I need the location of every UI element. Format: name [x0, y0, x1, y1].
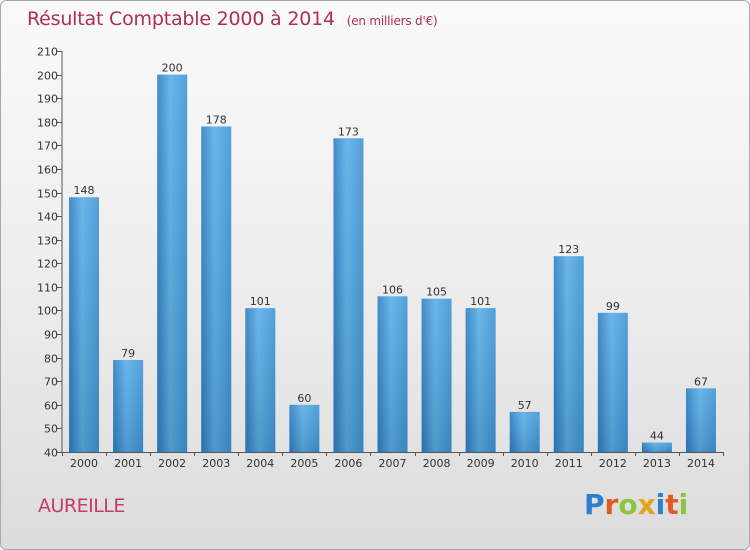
bar-shade-2009 [465, 308, 496, 452]
y-tick-label: 150 [37, 188, 58, 201]
value-label-2009: 101 [470, 295, 491, 308]
chart-unit-note: (en milliers d'€) [346, 14, 438, 28]
logo-letter: x [637, 488, 656, 521]
x-tick-label-2000: 2000 [70, 457, 98, 470]
y-tick-label: 210 [37, 46, 58, 59]
y-tick-label: 100 [37, 305, 58, 318]
bar-shade-2013 [641, 442, 672, 452]
value-label-2013: 44 [650, 430, 664, 443]
bar-shade-2004 [245, 308, 276, 452]
y-tick-label: 190 [37, 93, 58, 106]
bar-shade-2006 [333, 138, 364, 452]
y-tick-label: 200 [37, 70, 58, 83]
value-label-2011: 123 [558, 243, 579, 256]
logo-letter: o [618, 488, 638, 521]
logo-letter: r [604, 488, 619, 521]
logo-letter: i [655, 488, 666, 521]
bar-shade-2005 [289, 404, 320, 452]
x-tick-label-2011: 2011 [555, 457, 583, 470]
value-label-2000: 148 [74, 184, 95, 197]
y-tick-label: 120 [37, 258, 58, 271]
bar-shade-2010 [509, 411, 540, 452]
value-label-2001: 79 [121, 347, 135, 360]
bar-shade-2002 [157, 74, 188, 453]
value-label-2010: 57 [518, 399, 532, 412]
x-tick-label-2003: 2003 [202, 457, 230, 470]
value-label-2014: 67 [694, 375, 708, 388]
x-tick-label-2005: 2005 [290, 457, 318, 470]
value-label-2003: 178 [206, 113, 227, 126]
value-label-2008: 105 [426, 286, 447, 299]
value-label-2005: 60 [297, 392, 311, 405]
logo-letter: i [678, 488, 689, 521]
y-tick-label: 130 [37, 235, 58, 248]
y-tick-label: 80 [44, 353, 58, 366]
chart-title-text: Résultat Comptable 2000 à 2014 [27, 8, 335, 30]
x-tick-label-2006: 2006 [334, 457, 362, 470]
value-label-2002: 200 [162, 62, 183, 75]
x-tick-label-2008: 2008 [423, 457, 451, 470]
y-tick-label: 50 [44, 423, 58, 436]
x-tick-label-2002: 2002 [158, 457, 186, 470]
x-tick-label-2009: 2009 [467, 457, 495, 470]
value-label-2007: 106 [382, 283, 403, 296]
y-tick-label: 180 [37, 117, 58, 130]
bar-shade-2003 [201, 126, 232, 452]
bar-shade-2011 [553, 256, 584, 452]
chart-title: Résultat Comptable 2000 à 2014 (en milli… [27, 8, 438, 30]
logo-letter: t [665, 488, 679, 521]
value-label-2006: 173 [338, 125, 359, 138]
y-tick-label: 90 [44, 329, 58, 342]
bar-shade-2008 [421, 298, 452, 452]
y-tick-label: 60 [44, 400, 58, 413]
proxiti-logo[interactable]: Proxiti [584, 488, 688, 521]
bar-shade-2012 [597, 312, 628, 452]
bar-shade-2001 [113, 360, 144, 452]
x-tick-label-2004: 2004 [246, 457, 274, 470]
value-label-2012: 99 [606, 300, 620, 313]
bar-shade-2007 [377, 296, 408, 452]
y-tick-label: 40 [44, 447, 58, 460]
y-tick-label: 140 [37, 211, 58, 224]
location-name: AUREILLE [38, 495, 125, 517]
bar-shade-2014 [685, 388, 716, 452]
x-tick-label-2013: 2013 [643, 457, 671, 470]
x-tick-label-2007: 2007 [379, 457, 407, 470]
x-tick-label-2014: 2014 [687, 457, 715, 470]
x-tick-label-2001: 2001 [114, 457, 142, 470]
value-label-2004: 101 [250, 295, 271, 308]
y-axis: 40 50 60 70 80 90 100 110 120 130 140 150 160 170 180 1… [37, 46, 63, 460]
bars [69, 74, 716, 453]
x-tick-label-2010: 2010 [511, 457, 539, 470]
y-tick-label: 170 [37, 140, 58, 153]
value-labels: 148 79 200 178 101 60 173 106 105 101 57 123 99 44 67 [74, 62, 708, 443]
y-tick-label: 70 [44, 376, 58, 389]
logo-letter: P [584, 488, 605, 521]
y-tick-label: 110 [37, 282, 58, 295]
x-tick-label-2012: 2012 [599, 457, 627, 470]
x-axis: 2000 2001 2002 2003 2004 2005 2006 2007 2008 2009… [62, 452, 724, 470]
y-tick-label: 160 [37, 164, 58, 177]
bar-shade-2000 [69, 197, 100, 452]
